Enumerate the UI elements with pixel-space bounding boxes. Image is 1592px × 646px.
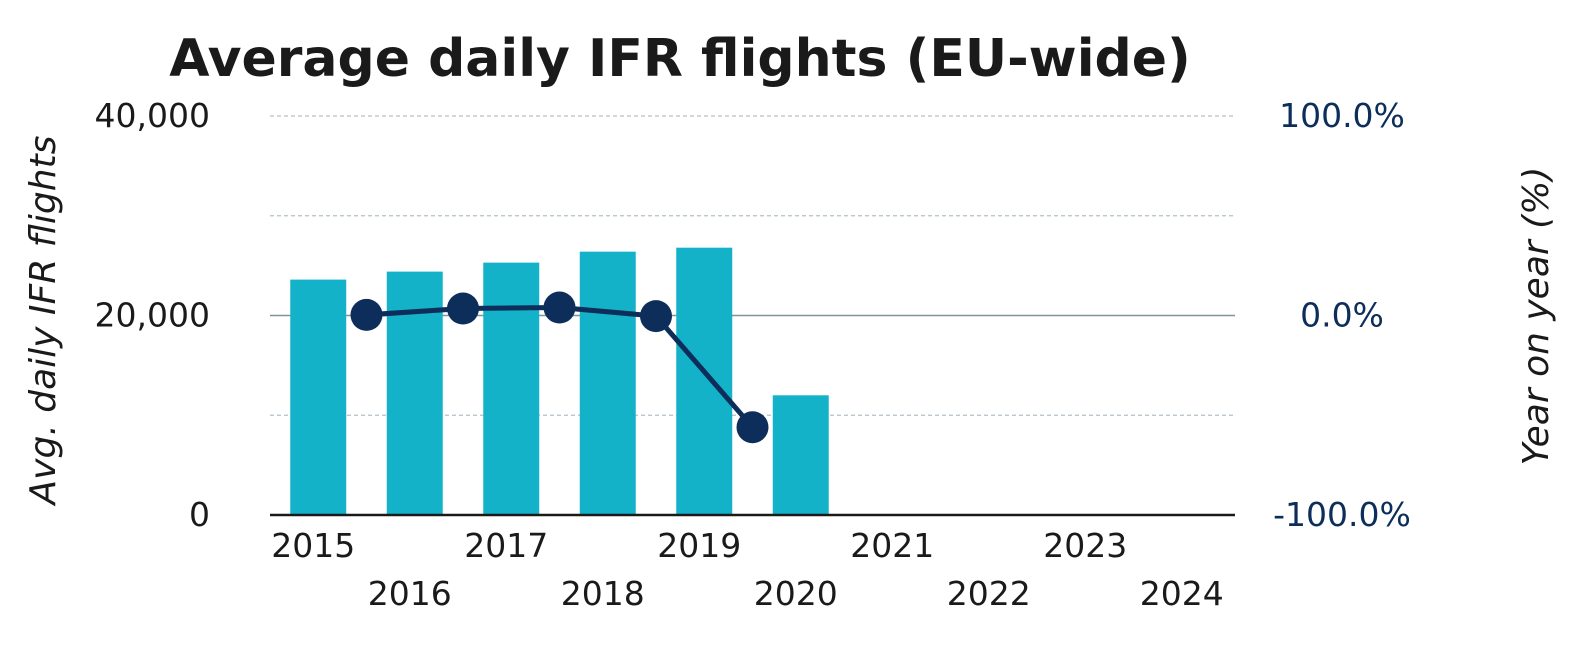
x-tick-label-2020: 2020 (754, 574, 838, 613)
x-tick-label-2019: 2019 (657, 526, 741, 565)
x-tick-label-2021: 2021 (850, 526, 934, 565)
chart-title: Average daily IFR flights (EU-wide) (169, 29, 1191, 89)
point-2016 (350, 298, 383, 331)
x-tick-label-2015: 2015 (271, 526, 355, 565)
y2-tick-label: 100.0% (1279, 96, 1405, 135)
point-2017 (447, 292, 479, 325)
y-tick-label: 40,000 (95, 96, 210, 135)
point-2019 (640, 300, 672, 333)
bar-2015 (290, 279, 347, 515)
x-tick-label-2018: 2018 (561, 574, 645, 613)
y-axis-title: Avg. daily IFR flights (23, 136, 64, 507)
bar-series (290, 247, 829, 516)
bar-2017 (483, 262, 540, 515)
y2-tick-label: 0.0% (1300, 296, 1384, 335)
y-tick-label: 0 (189, 495, 210, 534)
bar-2020 (772, 395, 829, 515)
y2-axis-title: Year on year (%) (1516, 167, 1557, 466)
x-tick-label-2016: 2016 (368, 574, 452, 613)
bar-2019 (676, 247, 733, 516)
y-tick-label: 20,000 (95, 296, 210, 335)
tick-labels: 0 20,000 40,000 -100.0% 0.0% 100.0% 2015 2016 20… (95, 96, 1411, 613)
bar-2018 (579, 251, 636, 515)
x-tick-label-2017: 2017 (464, 526, 548, 565)
x-tick-label-2022: 2022 (947, 574, 1031, 613)
x-tick-label-2023: 2023 (1043, 526, 1127, 565)
point-2018 (543, 291, 576, 324)
line-series (350, 291, 769, 444)
y2-tick-label: -100.0% (1273, 495, 1411, 534)
point-2020 (736, 411, 769, 444)
x-tick-label-2024: 2024 (1140, 574, 1224, 613)
